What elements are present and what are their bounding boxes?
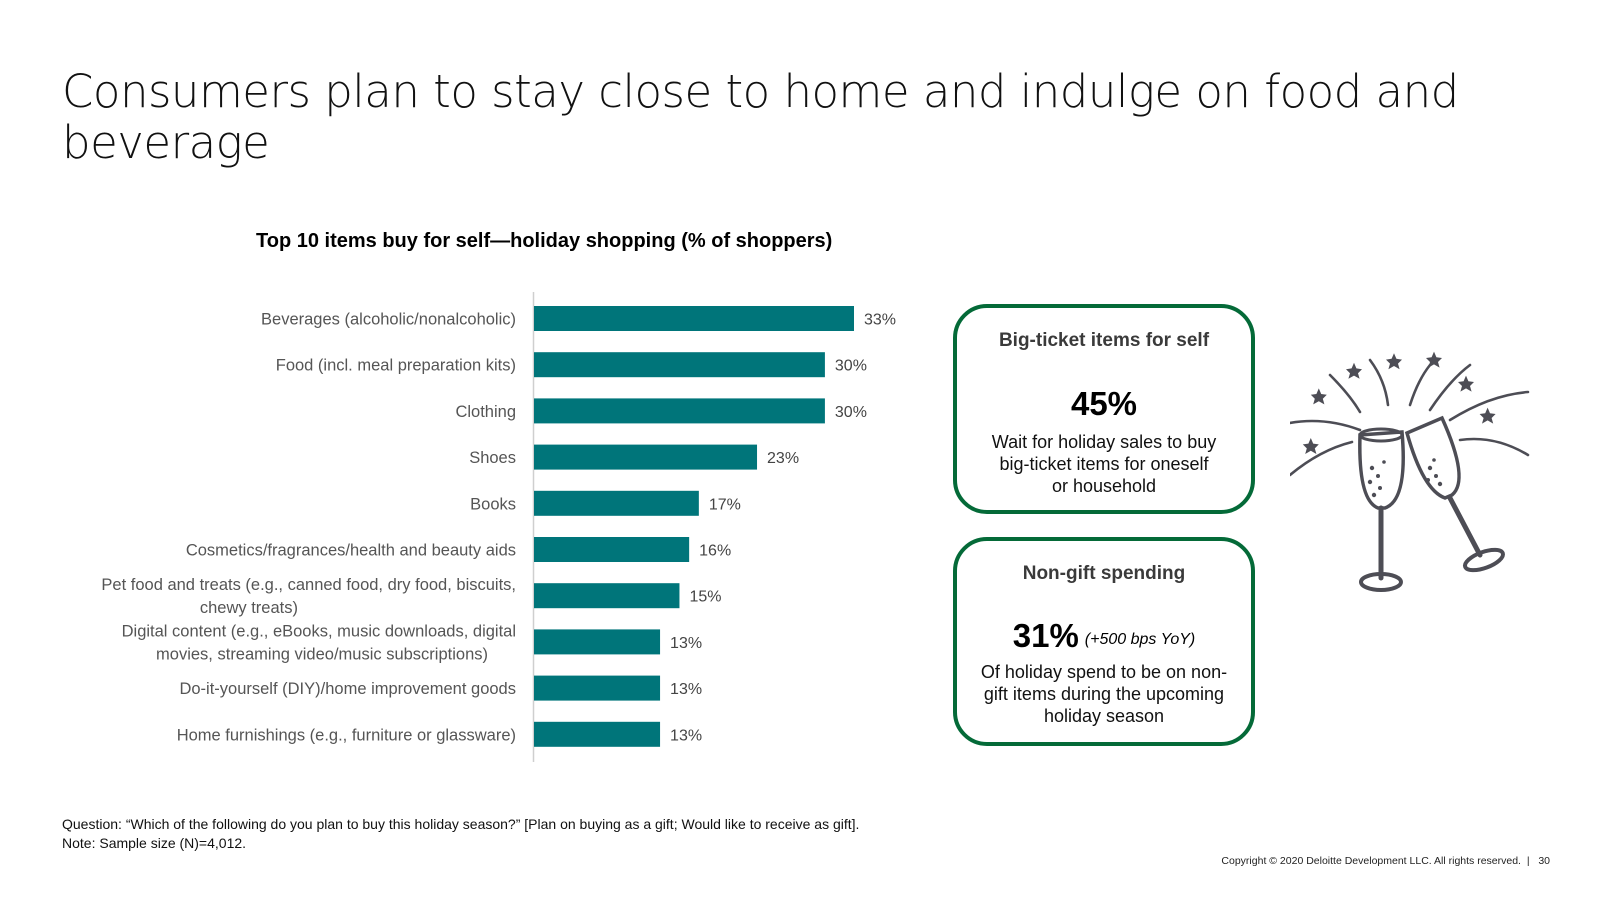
card-title: Non-gift spending <box>1022 563 1186 584</box>
big-ticket-card: Big-ticket items for self 45% Wait for h… <box>953 304 1255 514</box>
footnote-question: Question: “Which of the following do you… <box>62 816 860 832</box>
bar <box>534 675 661 701</box>
chart-title: Top 10 items buy for self—holiday shoppi… <box>256 230 833 252</box>
bar <box>534 721 661 747</box>
page-title: Consumers plan to stay close to home and… <box>62 65 1459 169</box>
category-label: Clothing <box>455 403 516 421</box>
category-label: Beverages (alcoholic/nonalcoholic) <box>261 311 516 329</box>
copyright: Copyright © 2020 Deloitte Development LL… <box>1221 855 1550 867</box>
value-label: 23% <box>767 450 799 467</box>
card-description: Wait for holiday sales to buy big-ticket… <box>991 432 1217 496</box>
card-stat-note: (+500 bps YoY) <box>1084 631 1196 648</box>
category-label: Food (incl. meal preparation kits) <box>276 357 516 375</box>
footnote: Question: “Which of the following do you… <box>62 815 859 853</box>
bar <box>534 629 661 655</box>
card-stat: 45% <box>957 385 1251 423</box>
page-number: 30 <box>1538 855 1550 867</box>
value-label: 30% <box>835 404 867 421</box>
category-label: Do-it-yourself (DIY)/home improvement go… <box>179 680 516 698</box>
bar <box>534 444 758 470</box>
category-label: Digital content (e.g., eBooks, music dow… <box>122 622 516 663</box>
value-label: 13% <box>670 727 702 744</box>
category-label: Shoes <box>469 449 516 467</box>
bar <box>534 583 680 609</box>
category-label: Home furnishings (e.g., furniture or gla… <box>177 726 516 744</box>
bar <box>534 537 690 562</box>
card-description: Of holiday spend to be on non-gift items… <box>980 662 1228 726</box>
value-label: 13% <box>670 681 702 698</box>
card-stat-value: 31% <box>1012 617 1079 654</box>
value-label: 30% <box>835 358 867 375</box>
bar-chart: 33% Beverages (alcoholic/nonalcoholic) 30%… <box>101 292 896 762</box>
bar <box>534 306 854 331</box>
category-label: Cosmetics/fragrances/health and beauty a… <box>186 542 516 560</box>
bar <box>534 490 699 516</box>
value-label: 15% <box>689 589 721 606</box>
value-label: 13% <box>670 635 702 652</box>
value-label: 33% <box>864 312 896 329</box>
value-label: 16% <box>699 543 731 560</box>
champagne-toast-icon <box>1290 351 1530 592</box>
card-title: Big-ticket items for self <box>998 330 1210 351</box>
copyright-text: Copyright © 2020 Deloitte Development LL… <box>1221 855 1521 867</box>
card-stat: 31% (+500 bps YoY) <box>957 617 1251 655</box>
category-label: Pet food and treats (e.g., canned food, … <box>101 576 516 617</box>
non-gift-spending-card: Non-gift spending 31% (+500 bps YoY) Of h… <box>953 537 1255 746</box>
bar <box>534 398 825 424</box>
card-stat-value: 45% <box>1070 385 1138 422</box>
bar <box>534 352 825 378</box>
value-label: 17% <box>709 496 741 513</box>
category-label: Books <box>470 495 516 513</box>
footnote-note: Note: Sample size (N)=4,012. <box>62 835 247 851</box>
